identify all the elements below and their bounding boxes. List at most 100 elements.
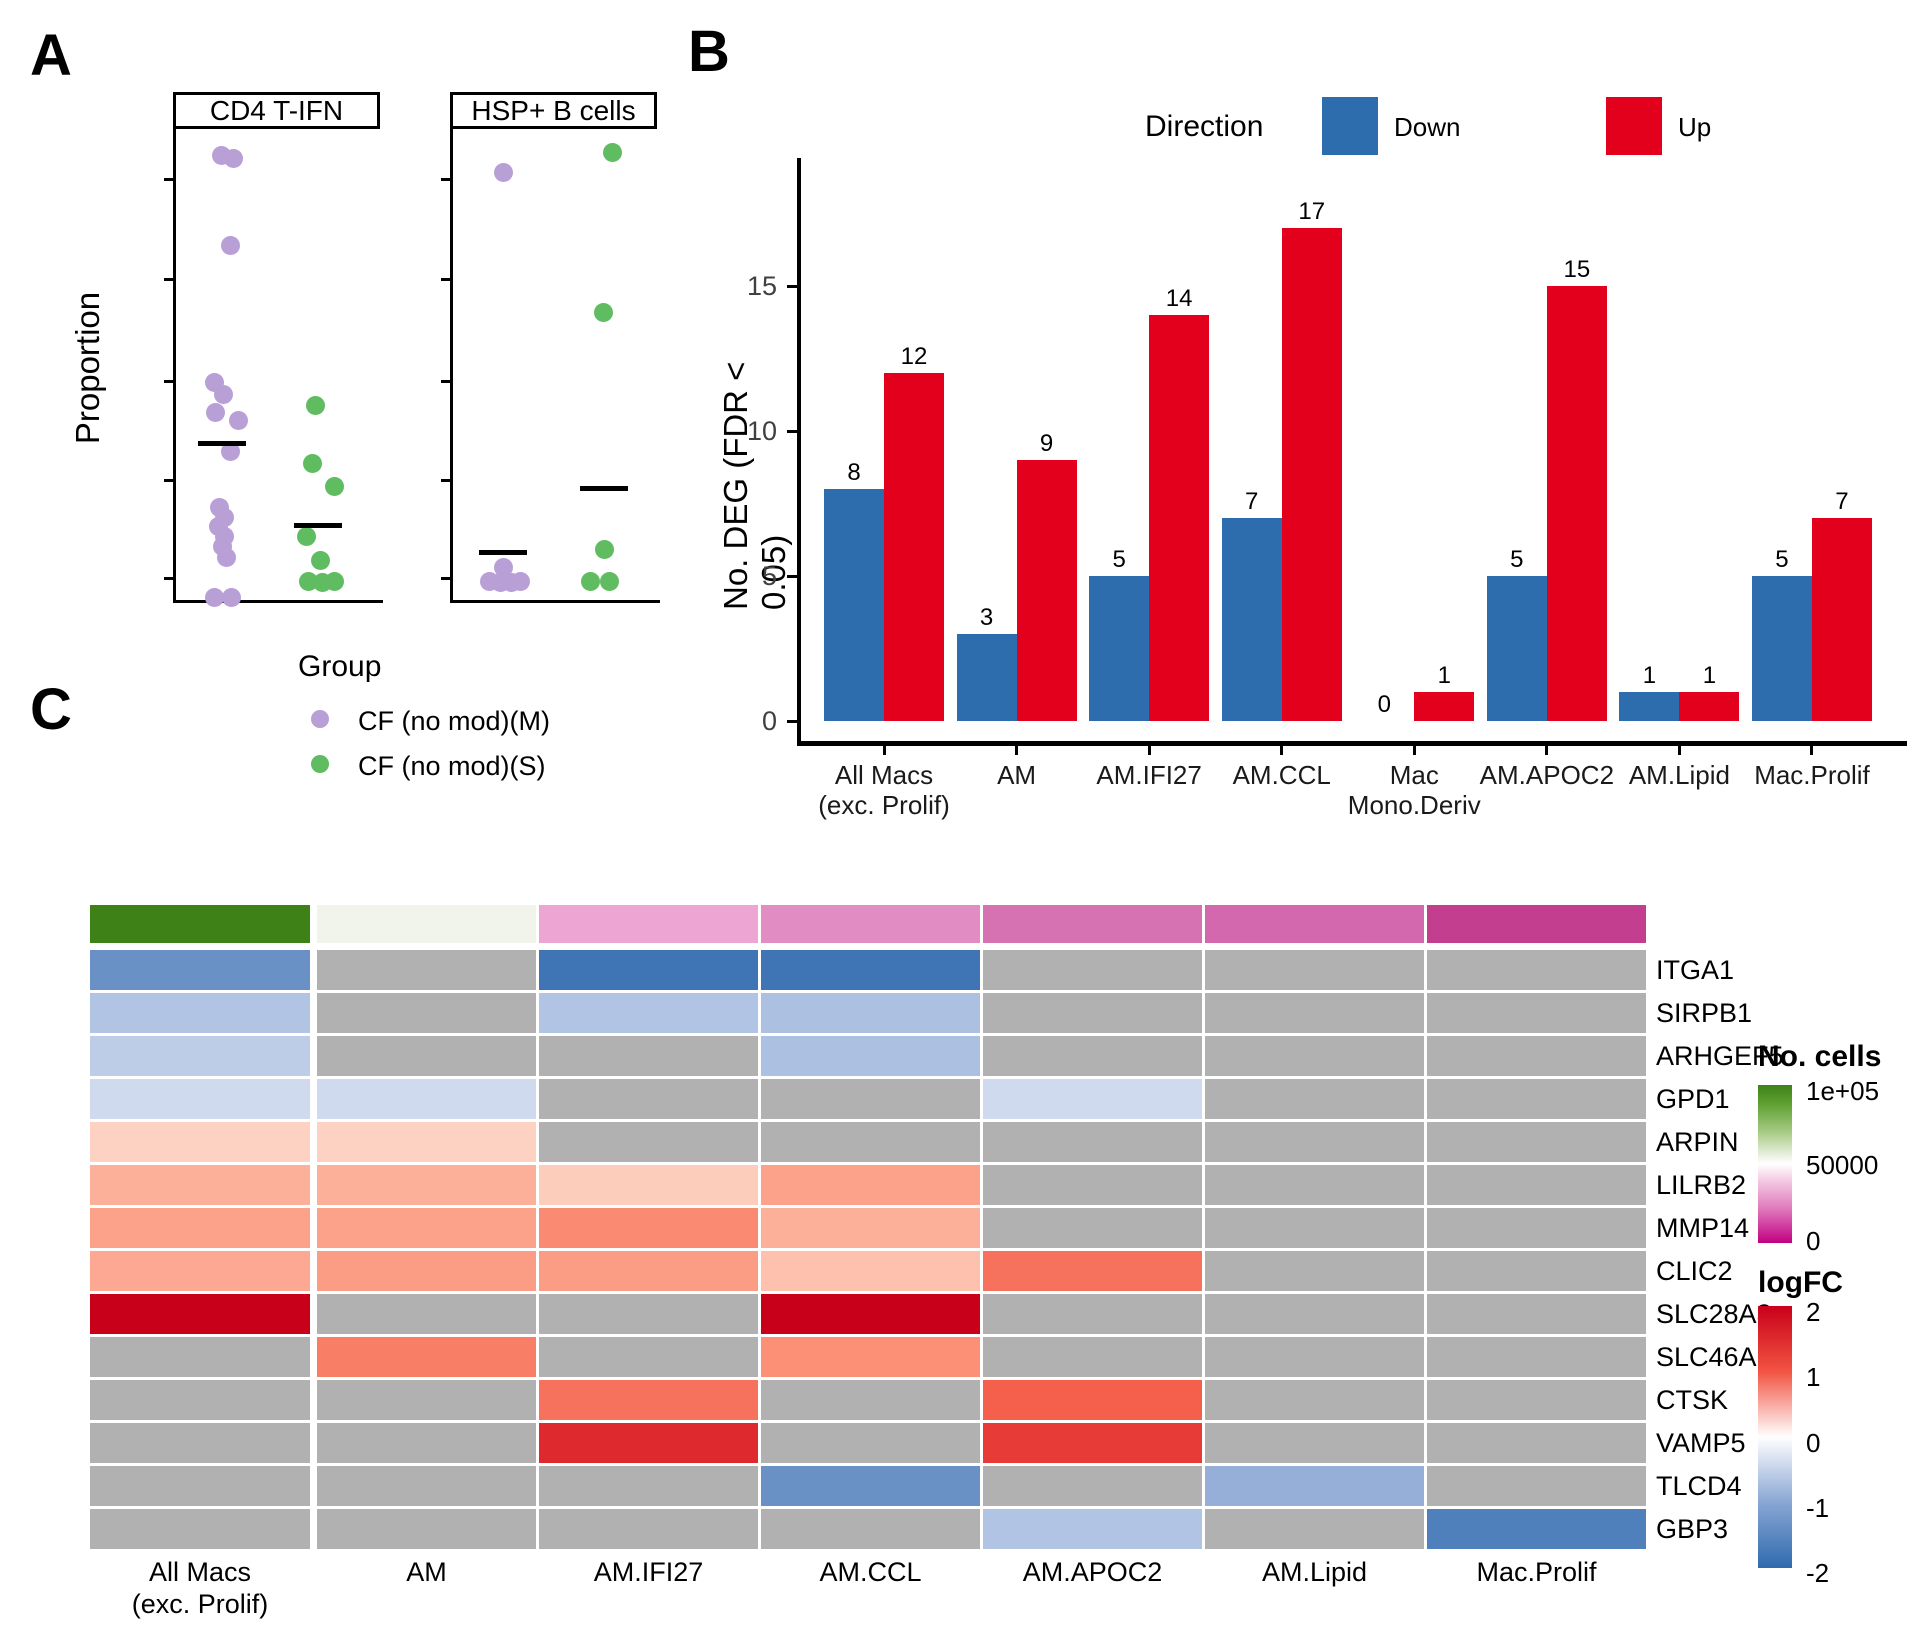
bar-up-value-2: 14 xyxy=(1165,285,1193,312)
heatmap-cell-ARPIN-3 xyxy=(761,1122,980,1162)
heatmap-cell-SLC46A1-3 xyxy=(761,1337,980,1377)
data-point-cf-s xyxy=(296,527,316,547)
gene-label-GBP3: GBP3 xyxy=(1656,1514,1729,1544)
panel-b-x-tick xyxy=(1545,746,1549,755)
panel-b-x-tick xyxy=(1810,746,1814,755)
bar-down-2 xyxy=(1089,576,1150,721)
gene-label-ARPIN: ARPIN xyxy=(1656,1127,1739,1157)
heatmap-cell-MMP14-1 xyxy=(317,1208,536,1248)
data-point-cf-m xyxy=(510,571,530,591)
panel-a-label: A xyxy=(30,23,72,88)
panel-b-label: B xyxy=(688,19,730,84)
panel-a-y-axis-title: Proportion xyxy=(69,291,106,445)
heatmap-cell-SLC28A3-0 xyxy=(90,1294,310,1334)
y-axis-tick xyxy=(441,577,450,580)
heatmap-cell-ITGA1-3 xyxy=(761,950,980,990)
heatmap-cell-ARPIN-1 xyxy=(317,1122,536,1162)
heatmap-cell-ARHGEF5-5 xyxy=(1205,1036,1424,1076)
facet-y-axis-line xyxy=(173,129,176,600)
panel-b-y-axis-line xyxy=(797,158,801,745)
heatmap-cell-TLCD4-5 xyxy=(1205,1466,1424,1506)
heatmap-cell-ARHGEF5-2 xyxy=(539,1036,758,1076)
direction-legend-title: Direction xyxy=(1145,110,1264,143)
logfc-tick-neg1: -1 xyxy=(1806,1493,1830,1523)
heatmap-column-label-0: All Macs (exc. Prolif) xyxy=(131,1557,269,1619)
bar-up-2 xyxy=(1149,315,1210,721)
bar-down-value-4: 0 xyxy=(1377,691,1391,718)
heatmap-cell-ARPIN-4 xyxy=(983,1122,1202,1162)
bar-up-7 xyxy=(1811,518,1872,721)
y-axis-tick xyxy=(164,479,173,482)
no-cells-colorbar xyxy=(1758,1085,1792,1243)
heatmap-cell-GBP3-0 xyxy=(90,1509,310,1549)
heatmap-column-label-1: AM xyxy=(406,1557,447,1587)
legend-dot-cf-no-mod-s xyxy=(311,755,329,773)
heatmap-cell-GBP3-3 xyxy=(761,1509,980,1549)
heatmap-cell-SLC28A3-4 xyxy=(983,1294,1202,1334)
direction-legend-label-up: Up xyxy=(1678,112,1712,142)
heatmap-cell-GPD1-0 xyxy=(90,1079,310,1119)
heatmap-cell-SIRPB1-6 xyxy=(1427,993,1646,1033)
annotation-cell-3 xyxy=(761,905,980,943)
heatmap-cell-LILRB2-5 xyxy=(1205,1165,1424,1205)
gene-label-SLC46A1: SLC46A1 xyxy=(1656,1342,1772,1372)
bar-up-4 xyxy=(1414,692,1475,721)
bar-down-value-5: 5 xyxy=(1510,546,1524,573)
heatmap-cell-GBP3-1 xyxy=(317,1509,536,1549)
heatmap-cell-TLCD4-6 xyxy=(1427,1466,1646,1506)
annotation-cell-0 xyxy=(90,905,310,943)
heatmap-cell-ITGA1-5 xyxy=(1205,950,1424,990)
bar-down-3 xyxy=(1221,518,1282,721)
bar-down-value-1: 3 xyxy=(979,604,994,631)
heatmap-cell-VAMP5-4 xyxy=(983,1423,1202,1463)
heatmap-cell-VAMP5-3 xyxy=(761,1423,980,1463)
annotation-cell-6 xyxy=(1427,905,1646,943)
gene-label-ITGA1: ITGA1 xyxy=(1656,955,1735,985)
direction-legend-swatch-up xyxy=(1606,97,1662,155)
direction-legend-swatch-down xyxy=(1322,97,1378,155)
group-mean-bar xyxy=(294,522,342,528)
logfc-legend-title: logFC xyxy=(1758,1266,1843,1299)
facet-title-hsp-b-cells: HSP+ B cells xyxy=(450,92,657,129)
annotation-cell-2 xyxy=(539,905,758,943)
heatmap-cell-ARPIN-6 xyxy=(1427,1122,1646,1162)
bar-down-value-2: 5 xyxy=(1112,546,1126,573)
bar-down-7 xyxy=(1751,576,1812,721)
heatmap-cell-SLC46A1-4 xyxy=(983,1337,1202,1377)
gene-label-CTSK: CTSK xyxy=(1656,1385,1729,1415)
gene-label-VAMP5: VAMP5 xyxy=(1656,1428,1746,1458)
heatmap-cell-TLCD4-3 xyxy=(761,1466,980,1506)
heatmap-cell-GPD1-1 xyxy=(317,1079,536,1119)
bar-down-1 xyxy=(956,634,1017,721)
bar-up-3 xyxy=(1281,228,1342,721)
heatmap-cell-LILRB2-4 xyxy=(983,1165,1202,1205)
heatmap-cell-CLIC2-3 xyxy=(761,1251,980,1291)
gene-label-CLIC2: CLIC2 xyxy=(1656,1256,1733,1286)
heatmap-cell-SLC46A1-1 xyxy=(317,1337,536,1377)
data-point-cf-s xyxy=(599,571,619,591)
heatmap-cell-SLC28A3-2 xyxy=(539,1294,758,1334)
group-mean-bar xyxy=(580,486,628,492)
no-cells-tick-50000: 50000 xyxy=(1806,1150,1879,1180)
heatmap-cell-SLC46A1-0 xyxy=(90,1337,310,1377)
data-point-cf-s xyxy=(324,571,344,591)
heatmap-cell-MMP14-2 xyxy=(539,1208,758,1248)
y-axis-tick xyxy=(164,278,173,281)
heatmap-column-label-2: AM.IFI27 xyxy=(593,1557,704,1587)
bar-down-value-7: 5 xyxy=(1775,546,1789,573)
logfc-tick-1: 1 xyxy=(1806,1362,1821,1392)
heatmap-cell-GBP3-4 xyxy=(983,1509,1202,1549)
heatmap-cell-SLC46A1-6 xyxy=(1427,1337,1646,1377)
heatmap-cell-SLC28A3-3 xyxy=(761,1294,980,1334)
data-point-cf-m xyxy=(221,587,241,607)
heatmap-cell-CTSK-1 xyxy=(317,1380,536,1420)
logfc-tick-0: 0 xyxy=(1806,1428,1821,1458)
gene-label-SLC28A3: SLC28A3 xyxy=(1656,1299,1772,1329)
panel-b-y-tick xyxy=(787,430,797,433)
annotation-cell-4 xyxy=(983,905,1202,943)
heatmap-cell-CLIC2-5 xyxy=(1205,1251,1424,1291)
panel-b-category-label-4: Mac Mono.Deriv xyxy=(1347,760,1481,820)
panel-b-y-tick-label: 15 xyxy=(746,271,777,301)
bar-down-value-0: 8 xyxy=(847,459,861,486)
heatmap-cell-CLIC2-1 xyxy=(317,1251,536,1291)
